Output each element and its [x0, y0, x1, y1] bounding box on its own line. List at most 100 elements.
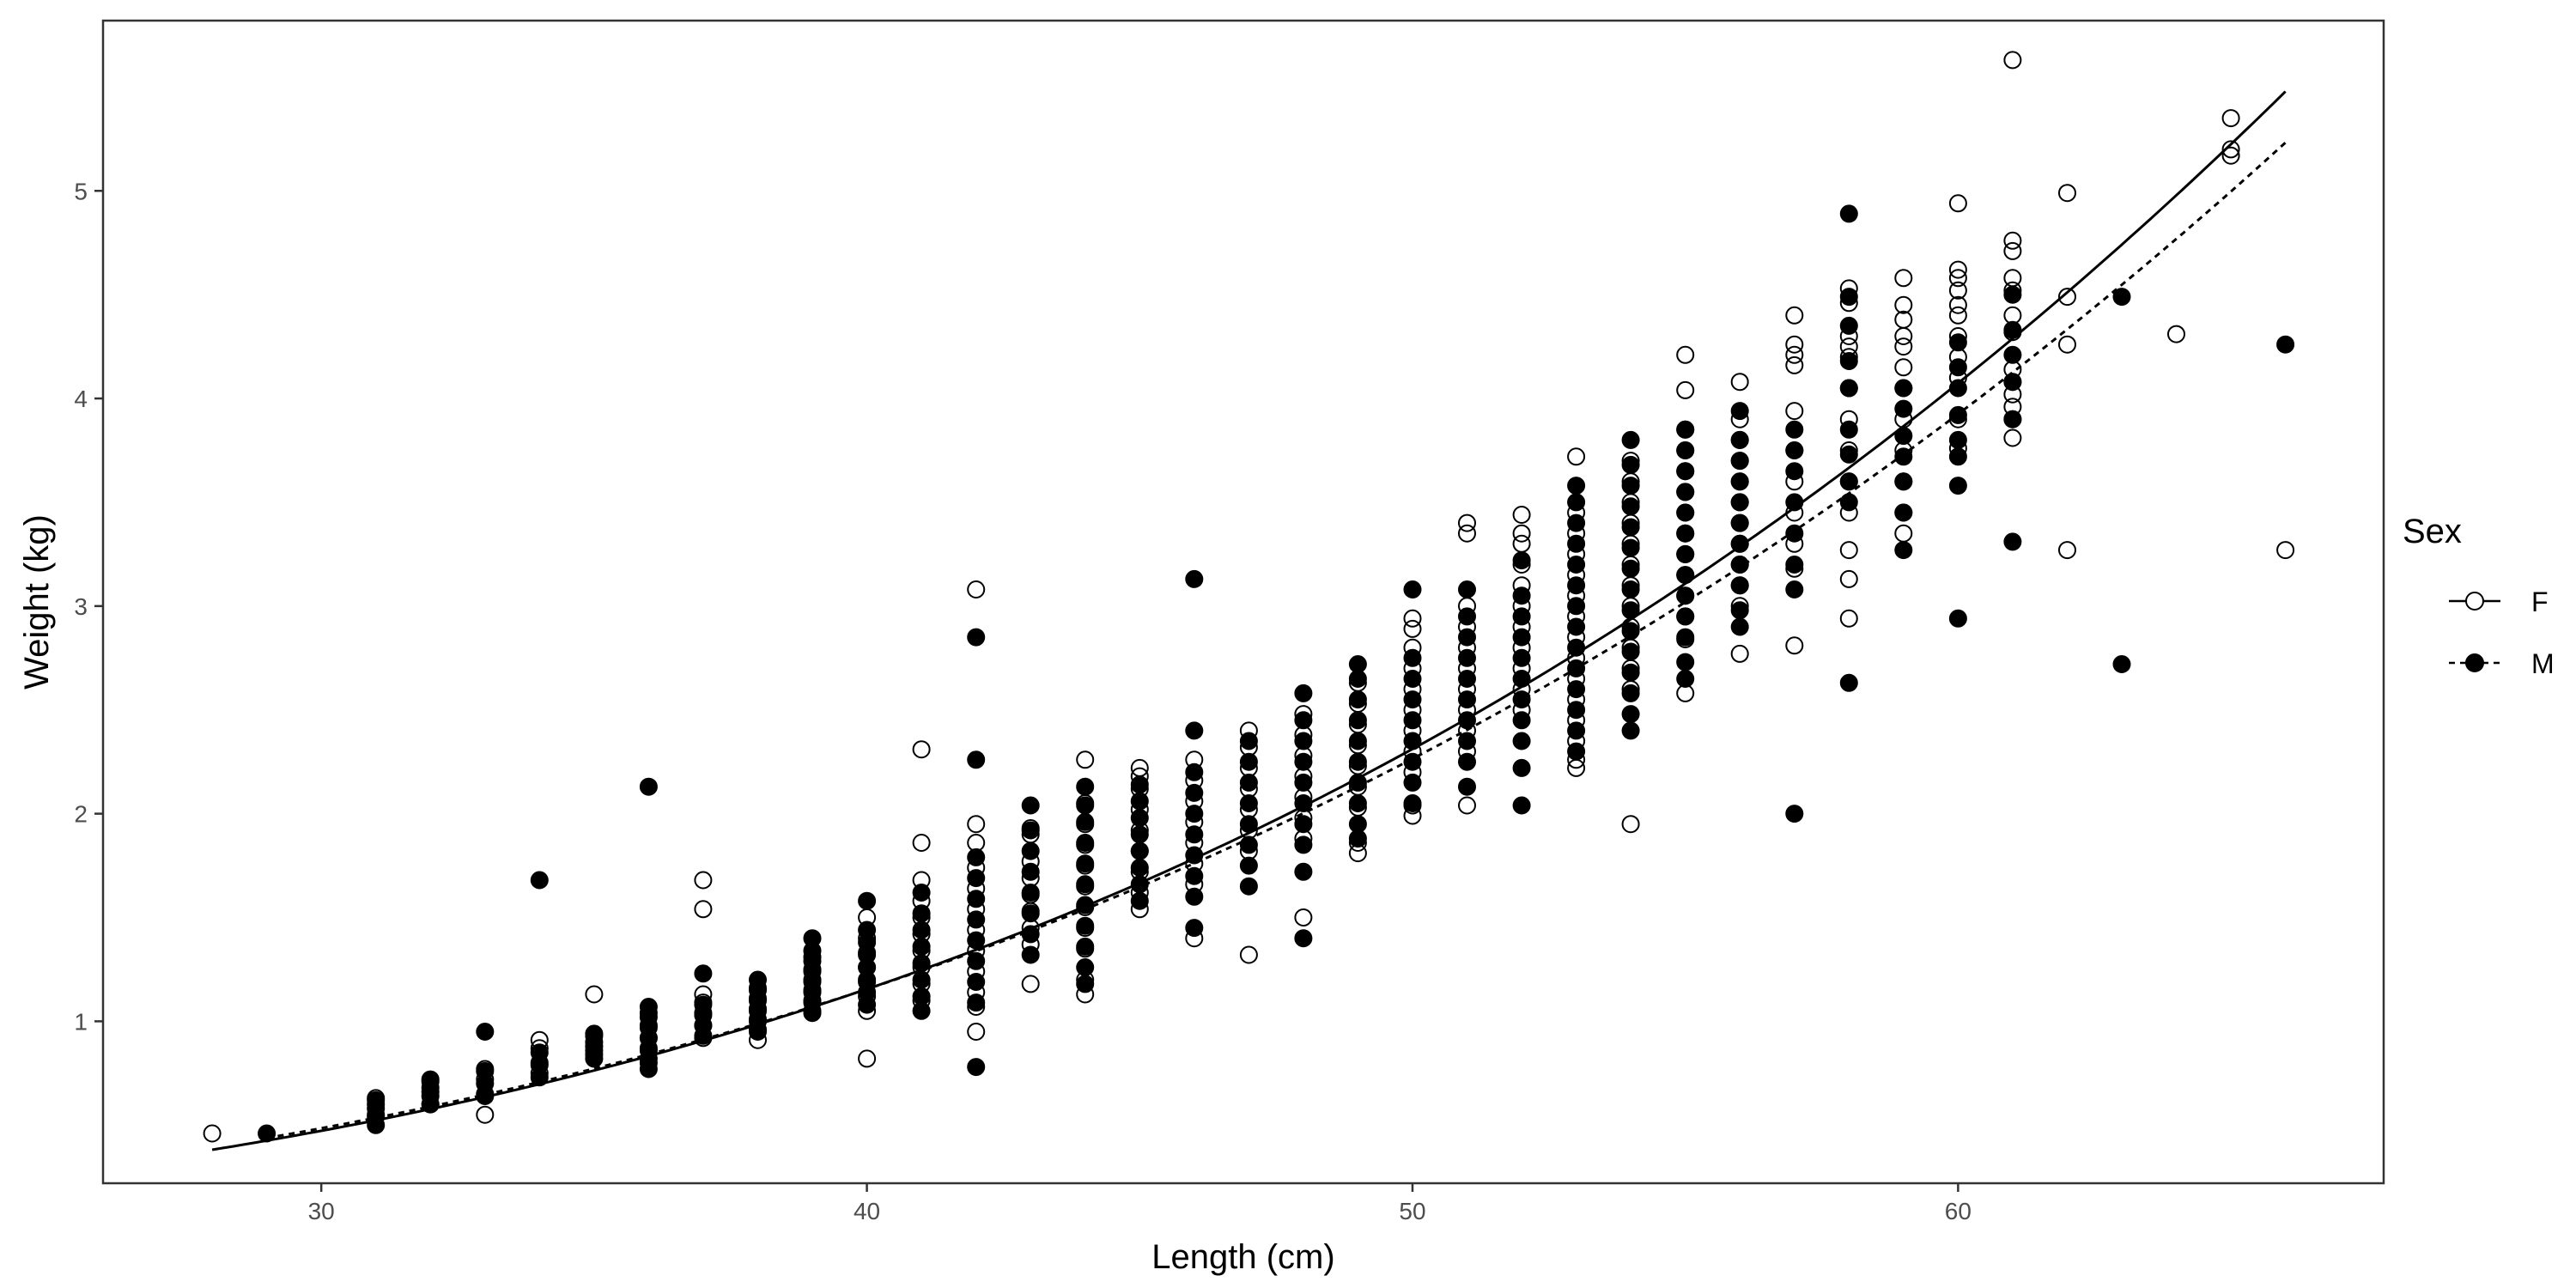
point-f — [1458, 513, 1476, 532]
point-f — [967, 815, 986, 834]
y-tick-label: 4 — [74, 386, 88, 412]
legend-key-m-marker — [2465, 653, 2484, 672]
point-m — [1676, 462, 1695, 481]
y-tick-label: 1 — [74, 1008, 88, 1035]
point-m — [1567, 680, 1586, 699]
point-m — [1185, 783, 1204, 802]
point-m — [1076, 796, 1095, 815]
point-m — [1730, 617, 1749, 636]
point-m — [1348, 690, 1367, 709]
point-m — [1512, 690, 1531, 709]
legend: Sex F M — [2403, 513, 2555, 679]
point-m — [1567, 597, 1586, 616]
point-m — [1785, 420, 1804, 439]
point-f — [1894, 295, 1913, 314]
point-m — [1458, 777, 1476, 796]
point-m — [912, 884, 931, 902]
point-m — [1676, 503, 1695, 522]
point-m — [421, 1070, 440, 1089]
point-m — [1676, 524, 1695, 543]
point-f — [1894, 337, 1913, 356]
point-m — [1403, 690, 1422, 709]
point-m — [858, 920, 877, 939]
point-f — [476, 1105, 495, 1124]
point-f — [1948, 194, 1967, 213]
axis-layer: 30 40 50 60 1 2 3 4 5 — [74, 178, 1971, 1224]
point-m — [1676, 420, 1695, 439]
point-m — [1948, 358, 1967, 377]
legend-label-f: F — [2531, 586, 2549, 617]
point-f — [1785, 355, 1804, 374]
point-f — [1894, 269, 1913, 288]
y-tick-label: 5 — [74, 178, 88, 204]
point-m — [585, 1024, 604, 1043]
point-m — [1676, 653, 1695, 671]
point-m — [1730, 513, 1749, 532]
point-m — [694, 964, 713, 983]
point-m — [1021, 821, 1040, 840]
point-m — [1076, 854, 1095, 873]
point-m — [1567, 513, 1586, 532]
point-m — [1785, 556, 1804, 574]
point-m — [1676, 670, 1695, 688]
point-m — [967, 973, 986, 991]
point-m — [1076, 937, 1095, 956]
point-m — [1730, 493, 1749, 512]
point-m — [1512, 758, 1531, 777]
y-axis-title: Weight (kg) — [18, 514, 56, 690]
point-m — [1785, 580, 1804, 598]
x-tick-label: 60 — [1945, 1198, 1971, 1224]
point-m — [1894, 447, 1913, 466]
point-f — [1730, 644, 1749, 663]
x-tick-label: 30 — [308, 1198, 335, 1224]
point-m — [1076, 975, 1095, 993]
point-f — [1948, 281, 1967, 300]
point-f — [1676, 345, 1695, 364]
point-m — [1948, 447, 1967, 466]
point-m — [694, 995, 713, 1014]
point-m — [1839, 352, 1858, 370]
point-m — [1512, 796, 1531, 815]
point-f — [1676, 380, 1695, 399]
point-m — [1239, 732, 1258, 750]
point-m — [1676, 544, 1695, 563]
point-m — [1512, 732, 1531, 750]
point-m — [1621, 705, 1640, 724]
point-f — [2003, 231, 2022, 250]
point-m — [1458, 580, 1476, 598]
point-m — [1839, 288, 1858, 307]
point-m — [1294, 711, 1313, 730]
point-m — [1567, 721, 1586, 740]
point-m — [1621, 683, 1640, 702]
point-m — [1948, 430, 1967, 449]
point-f — [585, 985, 604, 1004]
point-m — [1021, 945, 1040, 964]
point-m — [1839, 493, 1858, 512]
point-m — [1185, 721, 1204, 740]
point-m — [2003, 532, 2022, 551]
point-m — [1567, 617, 1586, 636]
y-tick-label: 2 — [74, 801, 88, 828]
point-f — [2003, 51, 2022, 70]
point-f — [1839, 569, 1858, 588]
point-f — [1458, 524, 1476, 543]
point-m — [1621, 622, 1640, 641]
point-f — [1294, 908, 1313, 927]
point-m — [1621, 538, 1640, 557]
point-m — [1730, 430, 1749, 449]
point-m — [1567, 701, 1586, 720]
fit-line-f — [211, 90, 2287, 1151]
point-m — [1403, 648, 1422, 667]
point-m — [1512, 711, 1531, 730]
point-m — [912, 937, 931, 956]
point-m — [1185, 762, 1204, 781]
point-m — [1785, 441, 1804, 459]
point-m — [1185, 866, 1204, 885]
point-m — [2003, 410, 2022, 428]
point-m — [1839, 472, 1858, 491]
point-m — [1130, 891, 1149, 910]
point-m — [1239, 773, 1258, 792]
fit-lines-layer — [211, 90, 2287, 1151]
point-m — [2003, 320, 2022, 339]
